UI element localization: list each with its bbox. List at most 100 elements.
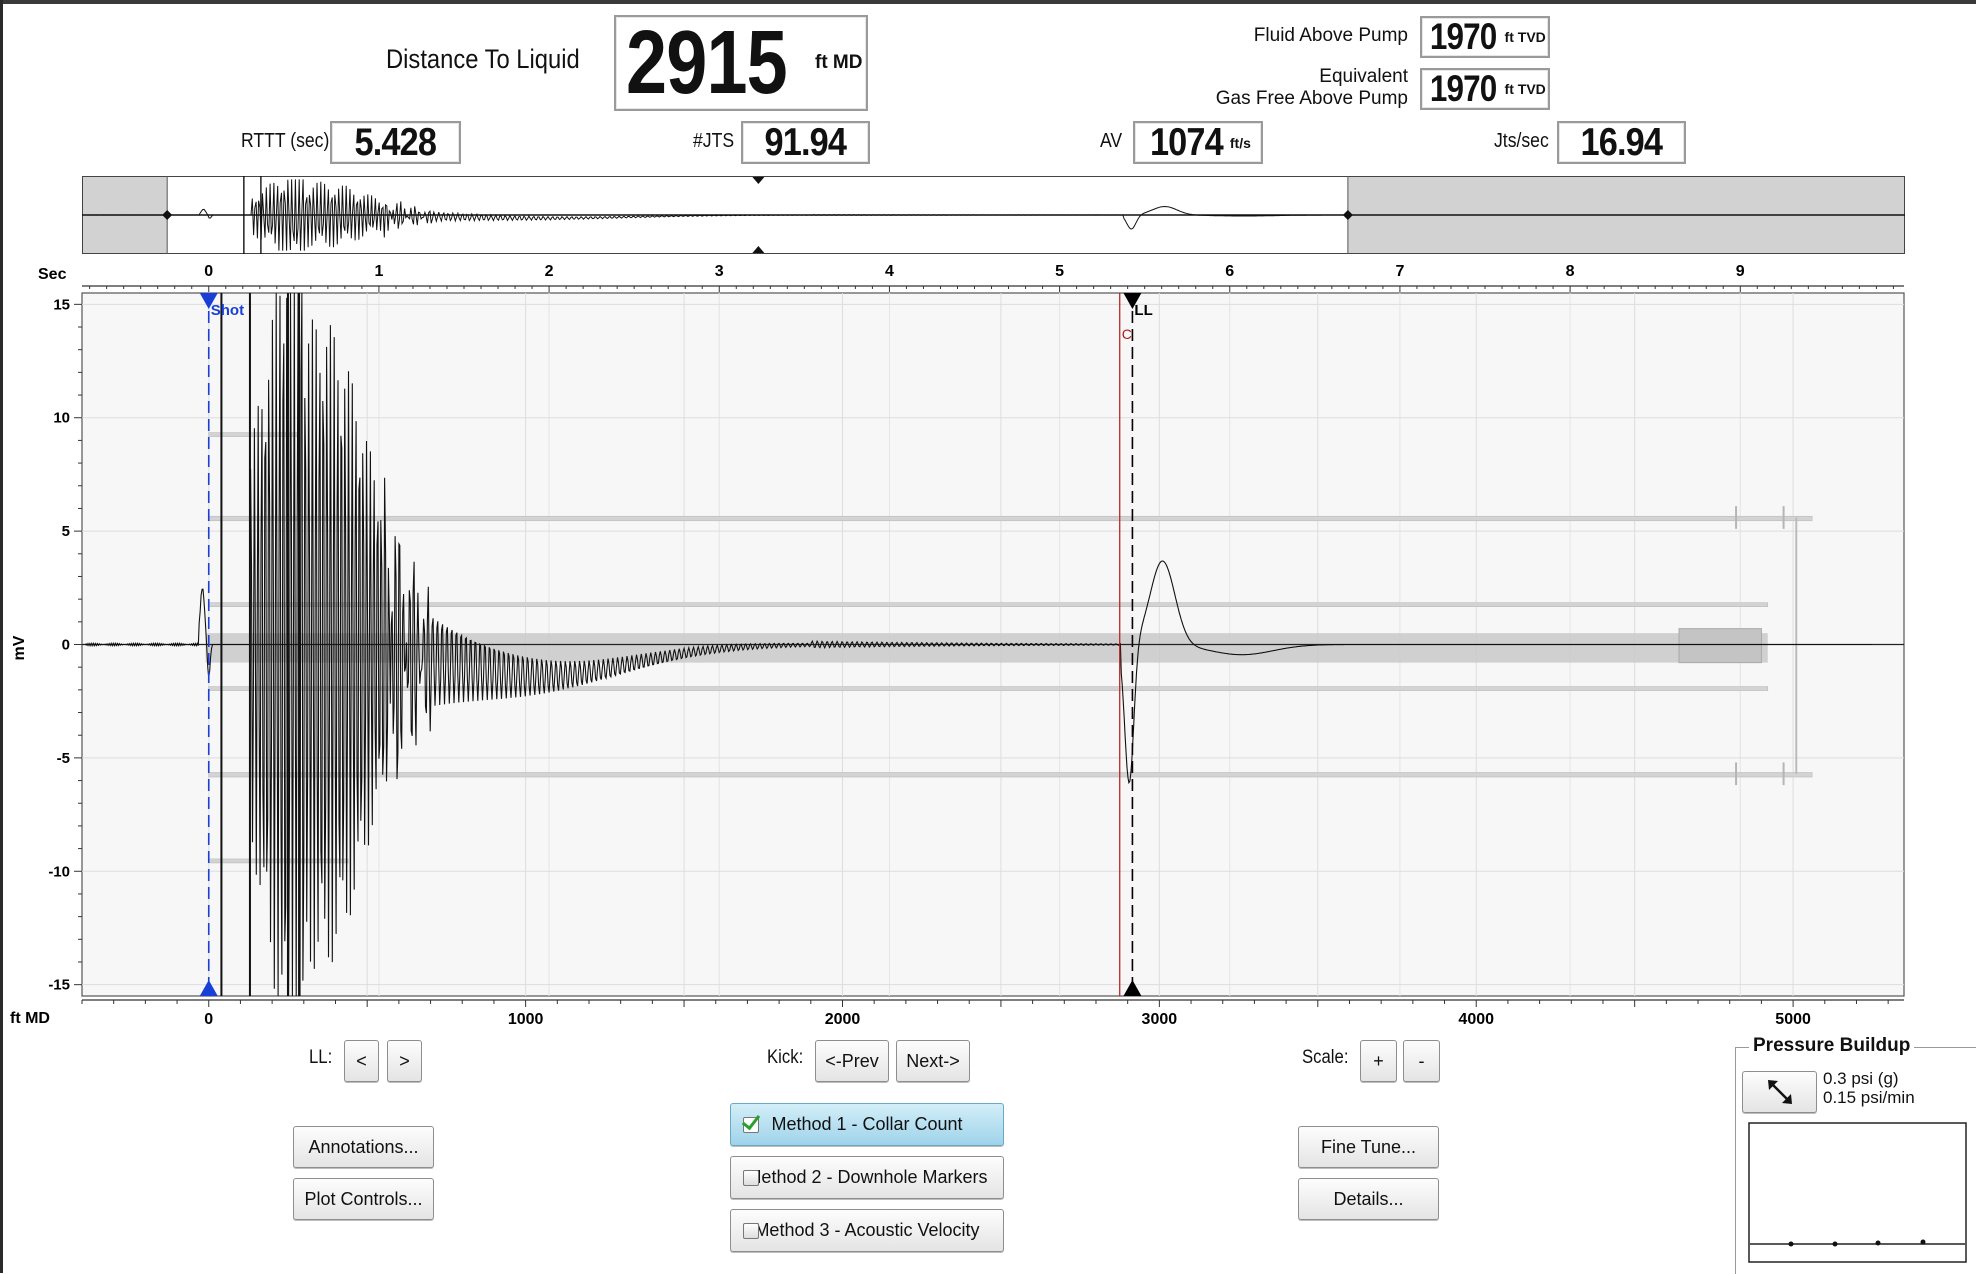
top-tick-label: 7 (1395, 263, 1404, 280)
bottom-tick-label: 4000 (1458, 1011, 1494, 1028)
shot-marker-label: Shot (211, 302, 244, 319)
liquid-level-marker-bottom (1123, 980, 1142, 996)
ll-label: LL: (309, 1047, 333, 1068)
echo-trace (84, 292, 1873, 997)
liquid-level-marker-label: LL (1134, 302, 1152, 319)
equivalent-gas-free-value: 1970 (1430, 68, 1497, 109)
equivalent-gas-free-unit: ft TVD (1504, 81, 1546, 97)
method3-label: Method 3 - Acoustic Velocity (754, 1220, 980, 1240)
equivalent-label-line1: Equivalent (1319, 66, 1408, 87)
overview-strip[interactable] (82, 176, 1905, 256)
method3-acoustic-velocity-button[interactable]: Method 3 - Acoustic Velocity (730, 1209, 1004, 1252)
av-unit: ft/s (1229, 134, 1251, 151)
window-frame-top (0, 0, 1976, 4)
overview-center-marker-top (752, 177, 765, 184)
jts-box: 91.94 (741, 121, 870, 164)
distance-to-liquid-label: Distance To Liquid (386, 44, 580, 74)
distance-to-liquid-unit: ft MD (815, 52, 863, 73)
av-box: 1074 ft/s (1133, 121, 1263, 164)
y-axis-label: mV (11, 635, 28, 660)
top-tick-label: 1 (374, 263, 383, 280)
method1-checkbox[interactable] (743, 1116, 759, 1133)
y-tick-label: -10 (48, 863, 70, 880)
kick-label: Kick: (767, 1047, 804, 1068)
method1-collar-count-button[interactable]: Method 1 - Collar Count (730, 1103, 1004, 1146)
top-tick-label: 9 (1736, 263, 1745, 280)
fine-tune-button[interactable]: Fine Tune... (1298, 1126, 1439, 1168)
diagonal-arrows-icon (1767, 1080, 1792, 1104)
rttt-box: 5.428 (330, 121, 461, 164)
kick-next-button[interactable]: Next-> (896, 1040, 970, 1082)
pressure-buildup-readout: 0.3 psi (g) 0.15 psi/min (1823, 1069, 1915, 1107)
equivalent-gas-free-label: Equivalent Gas Free Above Pump (1180, 66, 1408, 110)
rttt-label: RTTT (sec) (241, 130, 330, 152)
distance-to-liquid-value: 2915 (626, 13, 788, 113)
jts-label: #JTS (693, 130, 735, 152)
bottom-tick-label: 0 (204, 1011, 213, 1028)
shot-marker-top (199, 293, 218, 309)
method2-checkbox[interactable] (743, 1169, 759, 1186)
method2-label: Method 2 - Downhole Markers (746, 1167, 988, 1187)
top-tick-label: 2 (545, 263, 554, 280)
top-tick-label: 4 (885, 263, 894, 280)
ll-prev-button[interactable]: < (344, 1040, 379, 1082)
marker-band (208, 686, 1769, 691)
method2-downhole-markers-button[interactable]: Method 2 - Downhole Markers (730, 1156, 1004, 1199)
overview-trace (86, 179, 1876, 251)
ll-next-button[interactable]: > (387, 1040, 422, 1082)
pressure-rate: 0.15 psi/min (1823, 1088, 1915, 1107)
pressure-buildup-expand-button[interactable] (1742, 1071, 1817, 1113)
marker-band-end (1678, 628, 1762, 664)
scale-minus-button[interactable]: - (1403, 1040, 1440, 1082)
marker-band (208, 515, 1813, 522)
y-tick-label: -5 (57, 750, 70, 767)
top-tick-label: 6 (1225, 263, 1234, 280)
method3-checkbox[interactable] (743, 1222, 759, 1239)
bottom-tick-label: 1000 (508, 1011, 544, 1028)
y-tick-label: 10 (53, 410, 70, 427)
scale-plus-button[interactable]: + (1360, 1040, 1397, 1082)
overview-right-handle (1342, 210, 1353, 220)
bottom-axis-label: ft MD (10, 1010, 50, 1027)
marker-band (208, 772, 1813, 778)
window-frame-left (0, 0, 3, 1273)
fluid-above-pump-unit: ft TVD (1504, 29, 1546, 45)
equivalent-label-line2: Gas Free Above Pump (1215, 88, 1408, 109)
top-tick-label: 5 (1055, 263, 1064, 280)
jts-per-sec-value: 16.94 (1580, 120, 1663, 164)
details-button[interactable]: Details... (1298, 1178, 1439, 1220)
top-tick-label: 0 (204, 263, 213, 280)
jts-per-sec-label: Jts/sec (1494, 130, 1549, 152)
jts-per-sec-box: 16.94 (1557, 121, 1686, 164)
pressure-buildup-title: Pressure Buildup (1749, 1035, 1915, 1057)
liquid-level-marker-top (1123, 293, 1142, 309)
marker-band-center (205, 633, 1768, 663)
collar-marker-label: C (1122, 326, 1132, 342)
kick-prev-button[interactable]: <-Prev (815, 1040, 889, 1082)
annotations-button[interactable]: Annotations... (293, 1126, 434, 1168)
overview-left-handle (162, 210, 173, 220)
fluid-above-pump-label: Fluid Above Pump (1253, 25, 1408, 46)
top-tick-label: 8 (1566, 263, 1575, 280)
fluid-above-pump-box: 1970 ft TVD (1420, 16, 1550, 58)
bottom-tick-label: 2000 (825, 1011, 861, 1028)
plot-controls-button[interactable]: Plot Controls... (293, 1178, 434, 1220)
y-tick-label: -15 (48, 977, 70, 994)
y-tick-label: 15 (53, 296, 70, 313)
distance-to-liquid-box: 2915 ft MD (614, 15, 868, 111)
rttt-value: 5.428 (354, 120, 437, 164)
marker-band (208, 602, 1769, 607)
scale-label: Scale: (1302, 1047, 1349, 1068)
pressure-value: 0.3 psi (g) (1823, 1069, 1899, 1088)
fluid-above-pump-value: 1970 (1430, 16, 1497, 57)
y-tick-label: 5 (62, 523, 70, 540)
av-value: 1074 (1150, 120, 1224, 164)
echo-chart[interactable]: Sec ft MD mV 0 1 2 3 4 5 6 7 8 9 0 1000 2000 3000 4000… (0, 256, 1976, 1036)
bottom-tick-label: 5000 (1775, 1011, 1811, 1028)
bottom-tick-label: 3000 (1142, 1011, 1178, 1028)
top-axis-label: Sec (38, 266, 67, 283)
overview-center-marker-bottom (752, 246, 765, 253)
method1-label: Method 1 - Collar Count (771, 1114, 963, 1134)
shot-marker-bottom (199, 980, 218, 996)
av-label: AV (1100, 130, 1123, 152)
